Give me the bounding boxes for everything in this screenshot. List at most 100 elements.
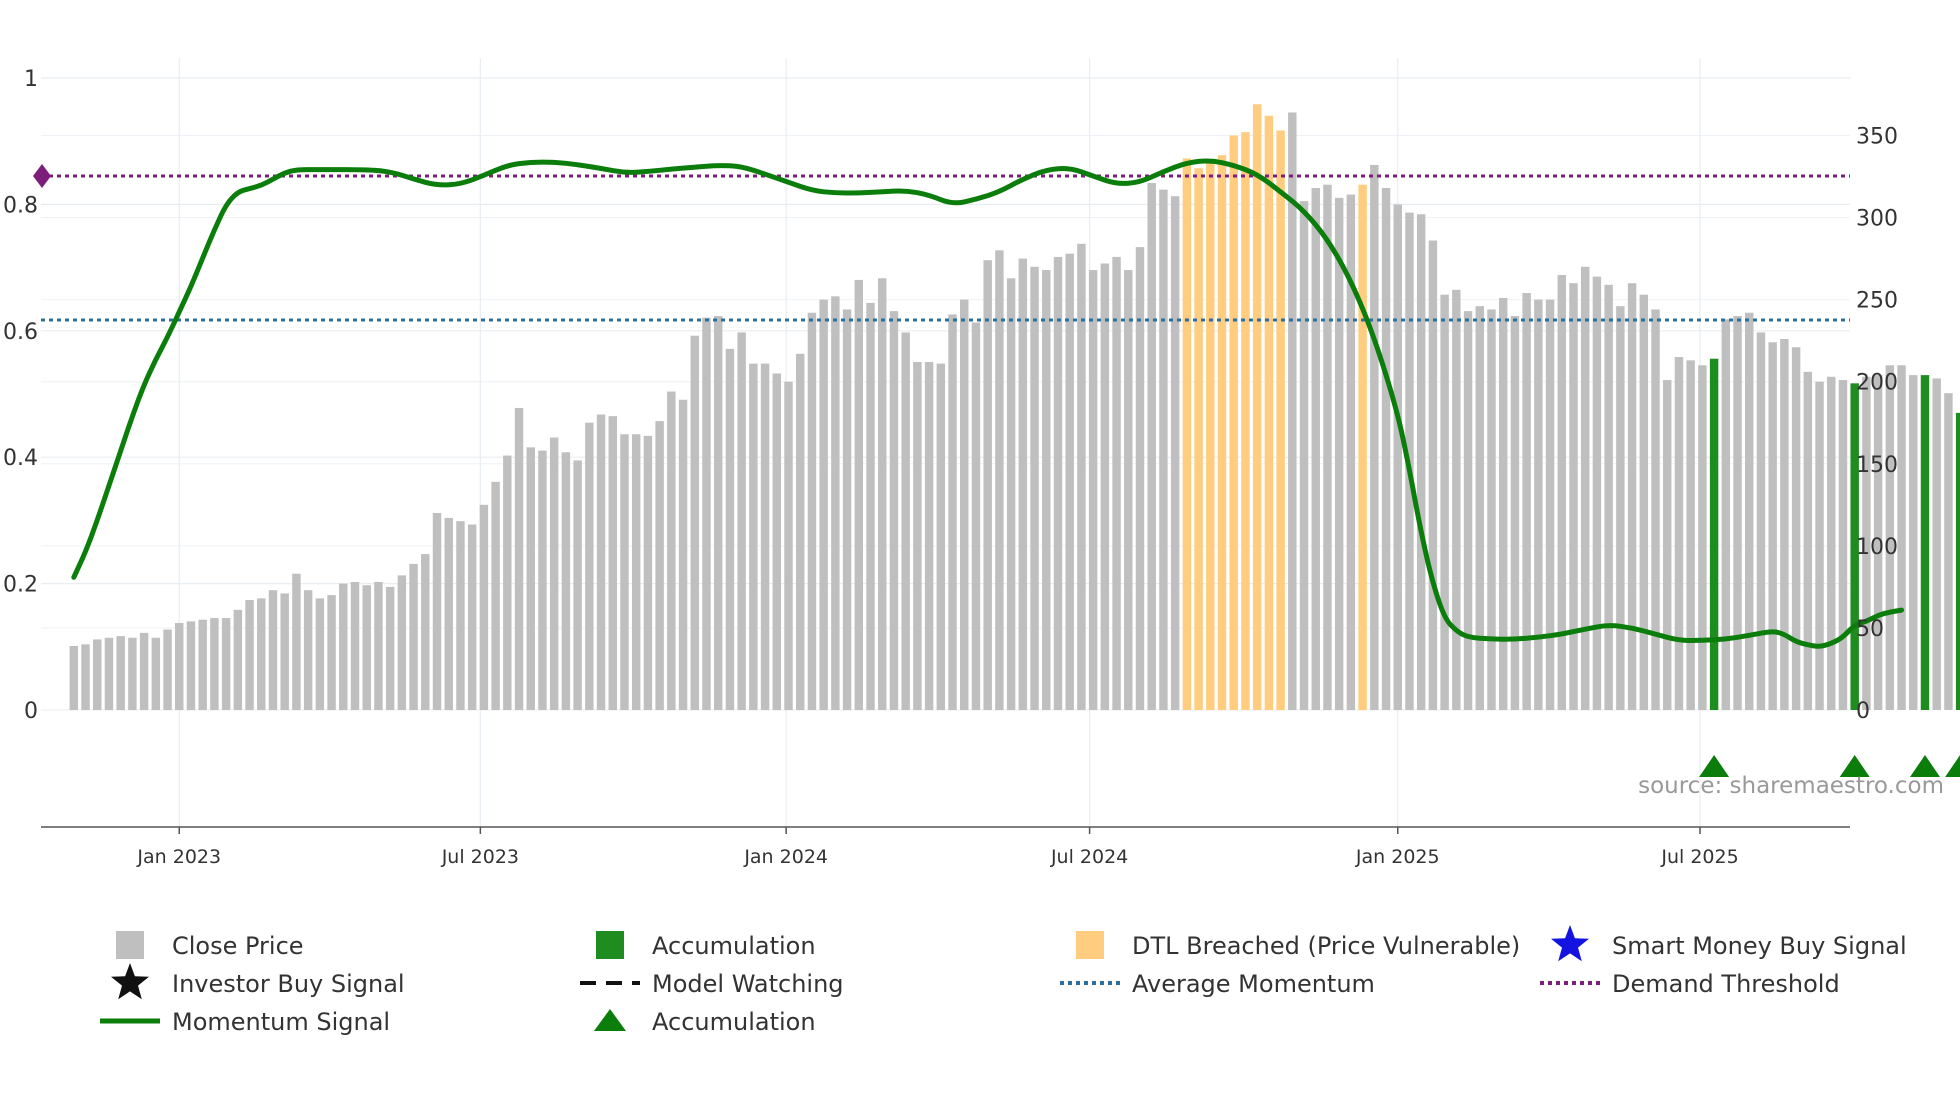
close-price-bar <box>1651 309 1660 710</box>
close-price-bar <box>1124 270 1133 710</box>
right-y-tick-label: 150 <box>1856 453 1898 478</box>
close-price-bar <box>526 447 535 710</box>
close-price-bar <box>69 645 79 710</box>
accumulation-bar <box>1850 383 1859 710</box>
close-price-bar <box>432 513 442 710</box>
legend-label: Model Watching <box>652 970 844 998</box>
close-price-bar <box>151 637 161 710</box>
close-price-bar <box>350 581 360 710</box>
close-price-bar <box>362 585 371 710</box>
legend-label: Average Momentum <box>1132 970 1375 998</box>
close-price-bar <box>198 619 207 710</box>
close-price-bar <box>315 598 325 710</box>
close-price-bar <box>421 554 430 710</box>
close-price-bar <box>1663 380 1672 710</box>
close-price-bar <box>936 363 946 710</box>
legend-label: Accumulation <box>652 932 816 960</box>
close-price-bar <box>1592 276 1602 710</box>
close-price-bar <box>854 279 864 710</box>
close-price-bar <box>1088 270 1098 710</box>
close-price-bar <box>573 460 582 710</box>
close-price-bar <box>1112 256 1121 710</box>
momentum-signal-line <box>71 158 1905 649</box>
close-price-bar <box>491 481 500 710</box>
close-price-bar <box>175 623 184 710</box>
close-price-bar <box>702 317 711 710</box>
close-price-bar <box>1756 332 1766 710</box>
dtl-breached-bar <box>1252 104 1262 710</box>
close-price-bar <box>772 373 782 710</box>
close-price-bar <box>1159 189 1168 710</box>
close-price-bar <box>1815 381 1824 710</box>
close-price-bar <box>503 455 512 710</box>
close-price-bar <box>1018 258 1028 710</box>
close-price-bar <box>831 296 840 710</box>
legend-label: Accumulation <box>652 1008 816 1036</box>
dtl-breached-bar <box>1206 160 1215 710</box>
close-price-bar <box>995 250 1004 711</box>
close-price-bar <box>1569 283 1578 710</box>
close-price-bar <box>1440 294 1449 710</box>
close-price-bars <box>69 104 1960 711</box>
close-price-bar <box>1393 204 1402 710</box>
close-price-bar <box>971 322 981 710</box>
close-price-bar <box>257 598 266 710</box>
close-price-bar <box>842 309 852 710</box>
close-price-bar <box>1475 306 1484 710</box>
dtl-breached-bar <box>1264 115 1274 710</box>
close-price-bar <box>983 260 992 710</box>
legend-star-icon <box>1551 925 1589 962</box>
close-price-bar <box>245 600 254 710</box>
close-price-bar <box>1862 376 1871 710</box>
close-price-bar <box>1006 278 1016 710</box>
close-price-bar <box>1838 380 1848 710</box>
close-price-bar <box>128 637 137 710</box>
close-price-bar <box>514 407 524 710</box>
close-price-bar <box>280 593 289 710</box>
close-price-bar <box>1498 297 1508 710</box>
legend-label: Momentum Signal <box>172 1008 390 1036</box>
close-price-bar <box>1745 312 1754 710</box>
close-price-bar <box>678 399 688 710</box>
close-price-bar <box>1311 187 1320 711</box>
close-price-bar <box>1604 284 1613 710</box>
legend-label: DTL Breached (Price Vulnerable) <box>1132 932 1520 960</box>
close-price-bar <box>233 609 243 710</box>
left-y-tick-label: 0.6 <box>3 320 38 345</box>
close-price-bar <box>1299 201 1309 710</box>
close-price-bar <box>784 381 793 710</box>
close-price-bar <box>737 332 746 710</box>
close-price-bar <box>1721 319 1731 710</box>
close-price-bar <box>385 586 395 710</box>
close-price-bar <box>1686 360 1695 710</box>
close-price-bar <box>760 363 770 710</box>
close-price-bar <box>221 618 231 710</box>
accumulation-triangle <box>1910 755 1940 777</box>
close-price-bar <box>1698 365 1707 710</box>
close-price-bar <box>81 644 90 710</box>
right-y-tick-label: 0 <box>1856 699 1870 724</box>
close-price-bar <box>878 278 887 710</box>
close-price-bar <box>163 629 172 710</box>
x-tick-label: Jan 2025 <box>1355 846 1440 868</box>
dtl-breached-bar <box>1241 132 1250 711</box>
close-price-bar <box>1510 316 1520 710</box>
close-price-bar <box>93 639 102 710</box>
momentum-signal-group <box>71 158 1905 649</box>
close-price-bar <box>1135 247 1145 710</box>
dtl-breached-bar <box>1182 158 1192 710</box>
x-tick-label: Jul 2023 <box>441 846 519 868</box>
demand-threshold-marker <box>33 163 51 188</box>
close-price-bar <box>1733 316 1742 710</box>
close-price-bar <box>819 299 828 710</box>
accumulation-triangle <box>1839 755 1870 777</box>
dtl-breached-bar <box>1276 130 1285 710</box>
close-price-bar <box>620 434 629 710</box>
close-price-bar <box>1768 342 1777 710</box>
x-tick-label: Jul 2025 <box>1660 846 1738 868</box>
close-price-bar <box>713 316 723 710</box>
close-price-bar <box>948 314 957 710</box>
close-price-bar <box>339 583 348 710</box>
close-price-bar <box>210 618 219 710</box>
close-price-bar <box>1827 376 1836 710</box>
